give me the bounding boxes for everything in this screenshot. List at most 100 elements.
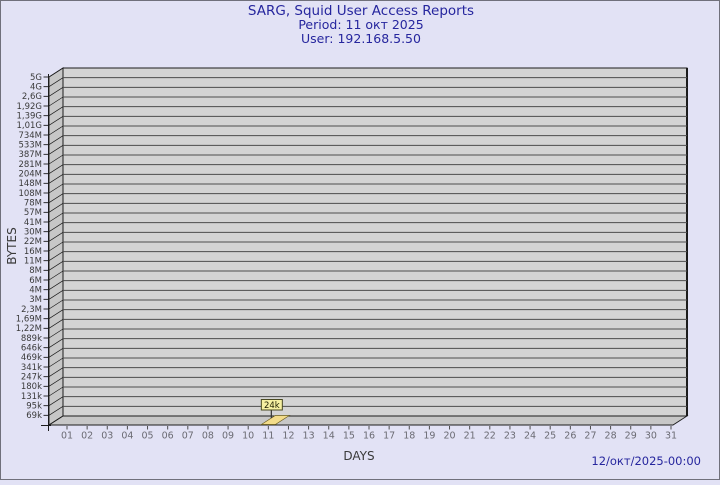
wall-tick-diagonal: [48, 193, 64, 203]
x-tick-label: 23: [504, 431, 516, 442]
x-tick-label: 13: [303, 431, 315, 442]
wall-tick-diagonal: [48, 290, 64, 300]
x-tick-label: 19: [423, 431, 435, 442]
wall-tick-diagonal: [48, 106, 64, 116]
y-tick-label: 889k: [21, 334, 42, 344]
y-tick-label: 1,01G: [16, 121, 42, 131]
x-tick-label: 30: [645, 431, 657, 442]
wall-tick-diagonal: [48, 67, 64, 78]
wall-tick-diagonal: [48, 251, 64, 261]
wall-tick-diagonal: [48, 241, 64, 252]
x-tick-label: 15: [343, 431, 355, 442]
y-tick-label: 469k: [21, 353, 42, 363]
x-tick-label: 29: [625, 431, 637, 442]
wall-tick-diagonal: [48, 386, 64, 397]
generation-timestamp: 12/окт/2025-00:00: [591, 454, 701, 468]
x-tick-label: 27: [584, 431, 596, 442]
wall-tick-diagonal: [48, 319, 64, 329]
x-tick-label: 17: [383, 431, 395, 442]
bar-value-label-box: [260, 399, 283, 411]
y-tick-label: 341k: [21, 363, 42, 373]
wall-tick-diagonal: [48, 135, 64, 145]
y-tick-label: 4G: [30, 82, 42, 92]
wall-tick-diagonal: [48, 232, 64, 242]
y-tick-label: 22M: [24, 237, 42, 247]
wall-tick-diagonal: [48, 396, 64, 406]
wall-tick-diagonal: [48, 222, 64, 232]
wall-tick-diagonal: [48, 309, 64, 319]
y-tick-label: 646k: [21, 343, 42, 353]
y-tick-label: 734M: [18, 131, 42, 141]
x-tick-label: 26: [564, 431, 576, 442]
y-tick-label: 1,22M: [16, 324, 42, 334]
chart-header: SARG, Squid User Access Reports Period: …: [1, 4, 720, 45]
y-tick-label: 4M: [29, 285, 42, 295]
x-tick-label: 03: [101, 431, 113, 442]
wall-tick-diagonal: [48, 174, 64, 184]
x-tick-label: 11: [262, 431, 274, 442]
wall-tick-diagonal: [48, 415, 64, 426]
x-tick-label: 09: [222, 431, 234, 442]
wall-tick-diagonal: [48, 87, 64, 97]
wall-tick-diagonal: [48, 96, 64, 107]
bar-value-label: 24k: [264, 401, 280, 411]
y-tick-label: 30M: [24, 227, 42, 237]
y-tick-label: 3M: [29, 295, 42, 305]
x-axis-title: DAYS: [343, 449, 374, 463]
bar-day-11: [260, 415, 291, 425]
wall-tick-diagonal: [48, 145, 64, 155]
report-period: Period: 11 окт 2025: [298, 17, 424, 33]
y-tick-label: 5G: [30, 73, 42, 83]
x-tick-label: 08: [202, 431, 214, 442]
wall-tick-diagonal: [48, 338, 64, 348]
y-tick-label: 281M: [18, 160, 42, 170]
y-tick-label: 8M: [29, 266, 42, 276]
y-tick-label: 57M: [24, 208, 42, 218]
y-tick-label: 69k: [26, 411, 42, 421]
y-axis-title: BYTES: [5, 227, 19, 264]
y-tick-label: 387M: [18, 150, 42, 160]
page-title: SARG, Squid User Access Reports: [247, 3, 475, 19]
wall-tick-diagonal: [48, 212, 64, 223]
y-tick-label: 148M: [18, 179, 42, 189]
x-tick-label: 06: [162, 431, 174, 442]
y-tick-label: 108M: [18, 189, 42, 199]
y-tick-label: 16M: [24, 247, 42, 257]
x-tick-label: 31: [665, 431, 677, 442]
wall-tick-diagonal: [48, 406, 64, 416]
wall-tick-diagonal: [48, 116, 64, 126]
chart-floor: [47, 415, 689, 426]
y-tick-label: 533M: [18, 140, 42, 150]
x-tick-label: 18: [403, 431, 415, 442]
y-tick-label: 78M: [24, 198, 42, 208]
wall-tick-diagonal: [48, 164, 64, 174]
y-tick-label: 6M: [29, 276, 42, 286]
x-tick-label: 20: [443, 431, 455, 442]
wall-tick-diagonal: [48, 261, 64, 271]
wall-tick-diagonal: [48, 270, 64, 281]
x-tick-label: 16: [363, 431, 375, 442]
x-tick-label: 14: [323, 431, 335, 442]
y-tick-label: 95k: [26, 401, 42, 411]
x-tick-label: 28: [605, 431, 617, 442]
x-tick-label: 21: [464, 431, 476, 442]
x-tick-label: 12: [282, 431, 294, 442]
wall-tick-diagonal: [48, 299, 64, 310]
x-tick-label: 04: [121, 431, 133, 442]
wall-tick-diagonal: [48, 203, 64, 213]
wall-tick-diagonal: [48, 377, 64, 387]
wall-tick-diagonal: [48, 154, 64, 165]
wall-tick-diagonal: [48, 77, 64, 87]
x-tick-label: 05: [141, 431, 153, 442]
y-tick-label: 2,6G: [22, 92, 42, 102]
x-tick-label: 10: [242, 431, 254, 442]
x-tick-label: 24: [524, 431, 536, 442]
y-tick-label: 247k: [21, 372, 42, 382]
y-tick-label: 131k: [21, 392, 42, 402]
y-tick-label: 41M: [24, 218, 42, 228]
wall-tick-diagonal: [48, 348, 64, 358]
y-tick-label: 1,39G: [16, 111, 42, 121]
wall-tick-diagonal: [48, 357, 64, 368]
wall-tick-diagonal: [48, 183, 64, 194]
